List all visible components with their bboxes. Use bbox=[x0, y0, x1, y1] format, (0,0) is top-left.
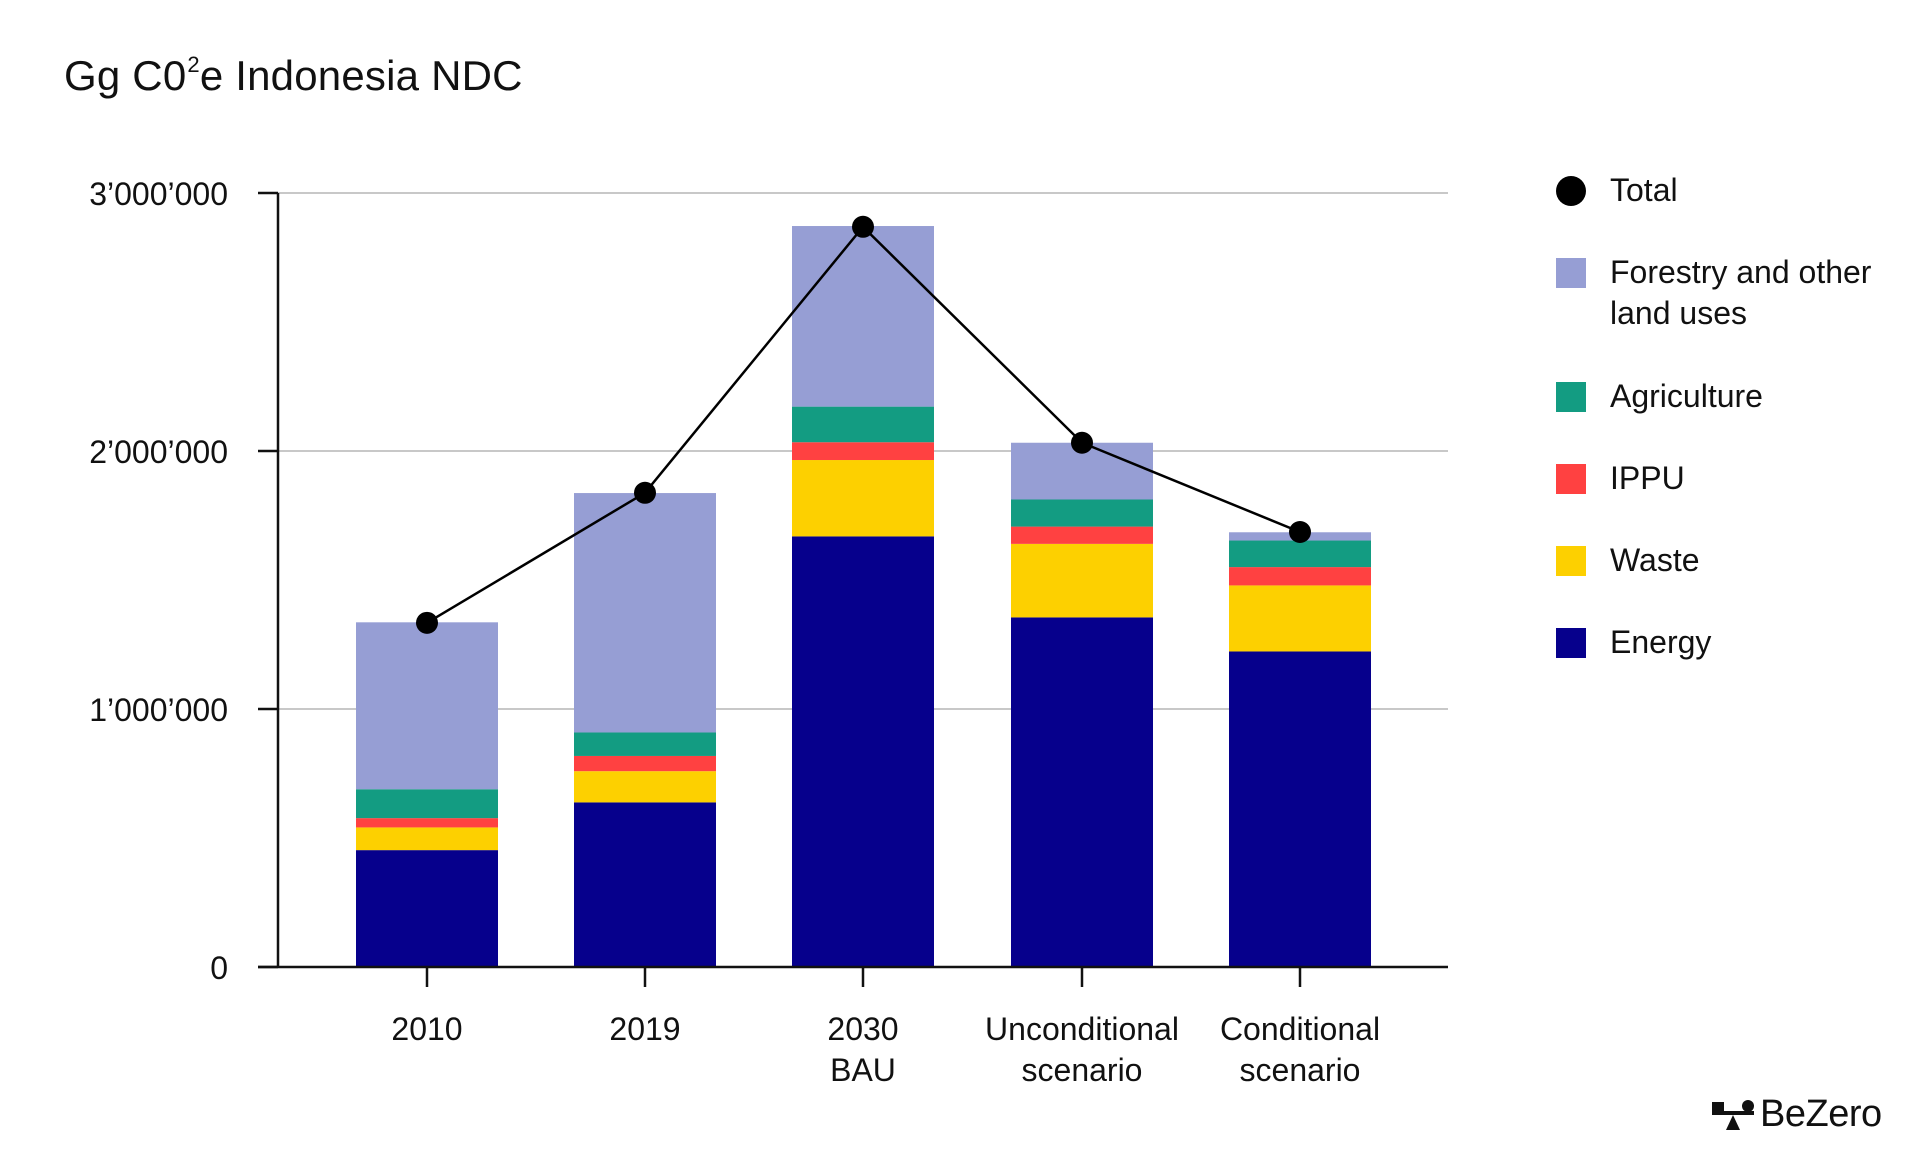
bars bbox=[356, 226, 1371, 967]
bar-segment bbox=[356, 789, 498, 819]
legend-swatch bbox=[1556, 176, 1586, 206]
brand-name: BeZero bbox=[1760, 1093, 1882, 1135]
axes bbox=[258, 191, 1448, 987]
y-tick-label: 0 bbox=[210, 950, 228, 986]
bar-segment bbox=[574, 755, 716, 772]
legend-item: IPPU bbox=[1556, 460, 1900, 499]
legend-swatch bbox=[1556, 628, 1586, 658]
x-tick-label: 2019 bbox=[609, 1011, 680, 1047]
bezero-logo-icon bbox=[1712, 1099, 1754, 1130]
chart-title-rest: e Indonesia NDC bbox=[199, 52, 523, 99]
bar-segment bbox=[792, 226, 934, 407]
legend-swatch bbox=[1556, 258, 1586, 288]
x-tick-label: BAU bbox=[830, 1052, 896, 1088]
bar-segment bbox=[356, 818, 498, 828]
chart-title-superscript: 2 bbox=[187, 52, 200, 77]
legend-label: Waste bbox=[1610, 542, 1700, 578]
total-point bbox=[1071, 431, 1093, 454]
legend-item: Total bbox=[1556, 172, 1900, 211]
y-tick-label: 1’000’000 bbox=[89, 692, 228, 728]
chart-title: Gg C02e Indonesia NDC bbox=[64, 52, 523, 100]
legend-label: Agriculture bbox=[1610, 378, 1763, 414]
legend-label: IPPU bbox=[1610, 460, 1685, 496]
bar-segment bbox=[1011, 499, 1153, 527]
bar-segment bbox=[1011, 543, 1153, 618]
x-tick-label: scenario bbox=[1240, 1052, 1361, 1088]
bar-segment bbox=[792, 536, 934, 967]
bar-segment bbox=[356, 850, 498, 967]
bar-segment bbox=[792, 406, 934, 443]
legend-item: Energy bbox=[1556, 624, 1900, 663]
legend-item: Waste bbox=[1556, 542, 1900, 581]
bar-segment bbox=[1229, 567, 1371, 586]
total-point bbox=[852, 215, 874, 238]
bar-segment bbox=[1229, 585, 1371, 652]
legend-swatch bbox=[1556, 382, 1586, 412]
legend-swatch bbox=[1556, 546, 1586, 576]
x-tick-label: scenario bbox=[1022, 1052, 1143, 1088]
bar-segment bbox=[574, 771, 716, 803]
y-tick-label: 2’000’000 bbox=[89, 434, 228, 470]
y-tick-label: 3’000’000 bbox=[89, 176, 228, 212]
total-line bbox=[416, 215, 1311, 634]
bar-segment bbox=[574, 493, 716, 733]
bar-segment bbox=[792, 442, 934, 461]
bar-segment bbox=[574, 802, 716, 967]
bar-segment bbox=[356, 827, 498, 851]
brand-logo: BeZero bbox=[1712, 1093, 1882, 1136]
x-tick-label: Conditional bbox=[1220, 1011, 1380, 1047]
total-point bbox=[416, 611, 438, 634]
legend-item: Forestry and other land uses bbox=[1556, 254, 1900, 334]
legend-swatch bbox=[1556, 464, 1586, 494]
bar-segment bbox=[1229, 651, 1371, 967]
bar-segment bbox=[1011, 617, 1153, 967]
legend-label: Total bbox=[1610, 172, 1678, 208]
legend-label: Forestry and other land uses bbox=[1610, 254, 1872, 331]
tick-labels: 0 1’000’000 2’000’000 3’000’000 2010 2019 2030… bbox=[89, 176, 1380, 1088]
bar-segment bbox=[1229, 540, 1371, 568]
chart-title-main: Gg C0 bbox=[64, 52, 187, 99]
x-tick-label: Unconditional bbox=[985, 1011, 1179, 1047]
x-tick-label: 2010 bbox=[391, 1011, 462, 1047]
total-point bbox=[634, 481, 656, 504]
bar-segment bbox=[1011, 526, 1153, 544]
x-tick-label: 2030 bbox=[827, 1011, 898, 1047]
bar-segment bbox=[792, 460, 934, 537]
legend-label: Energy bbox=[1610, 624, 1712, 660]
total-point bbox=[1289, 521, 1311, 544]
bar-segment bbox=[574, 732, 716, 756]
bar-segment bbox=[356, 622, 498, 790]
legend-item: Agriculture bbox=[1556, 378, 1900, 417]
